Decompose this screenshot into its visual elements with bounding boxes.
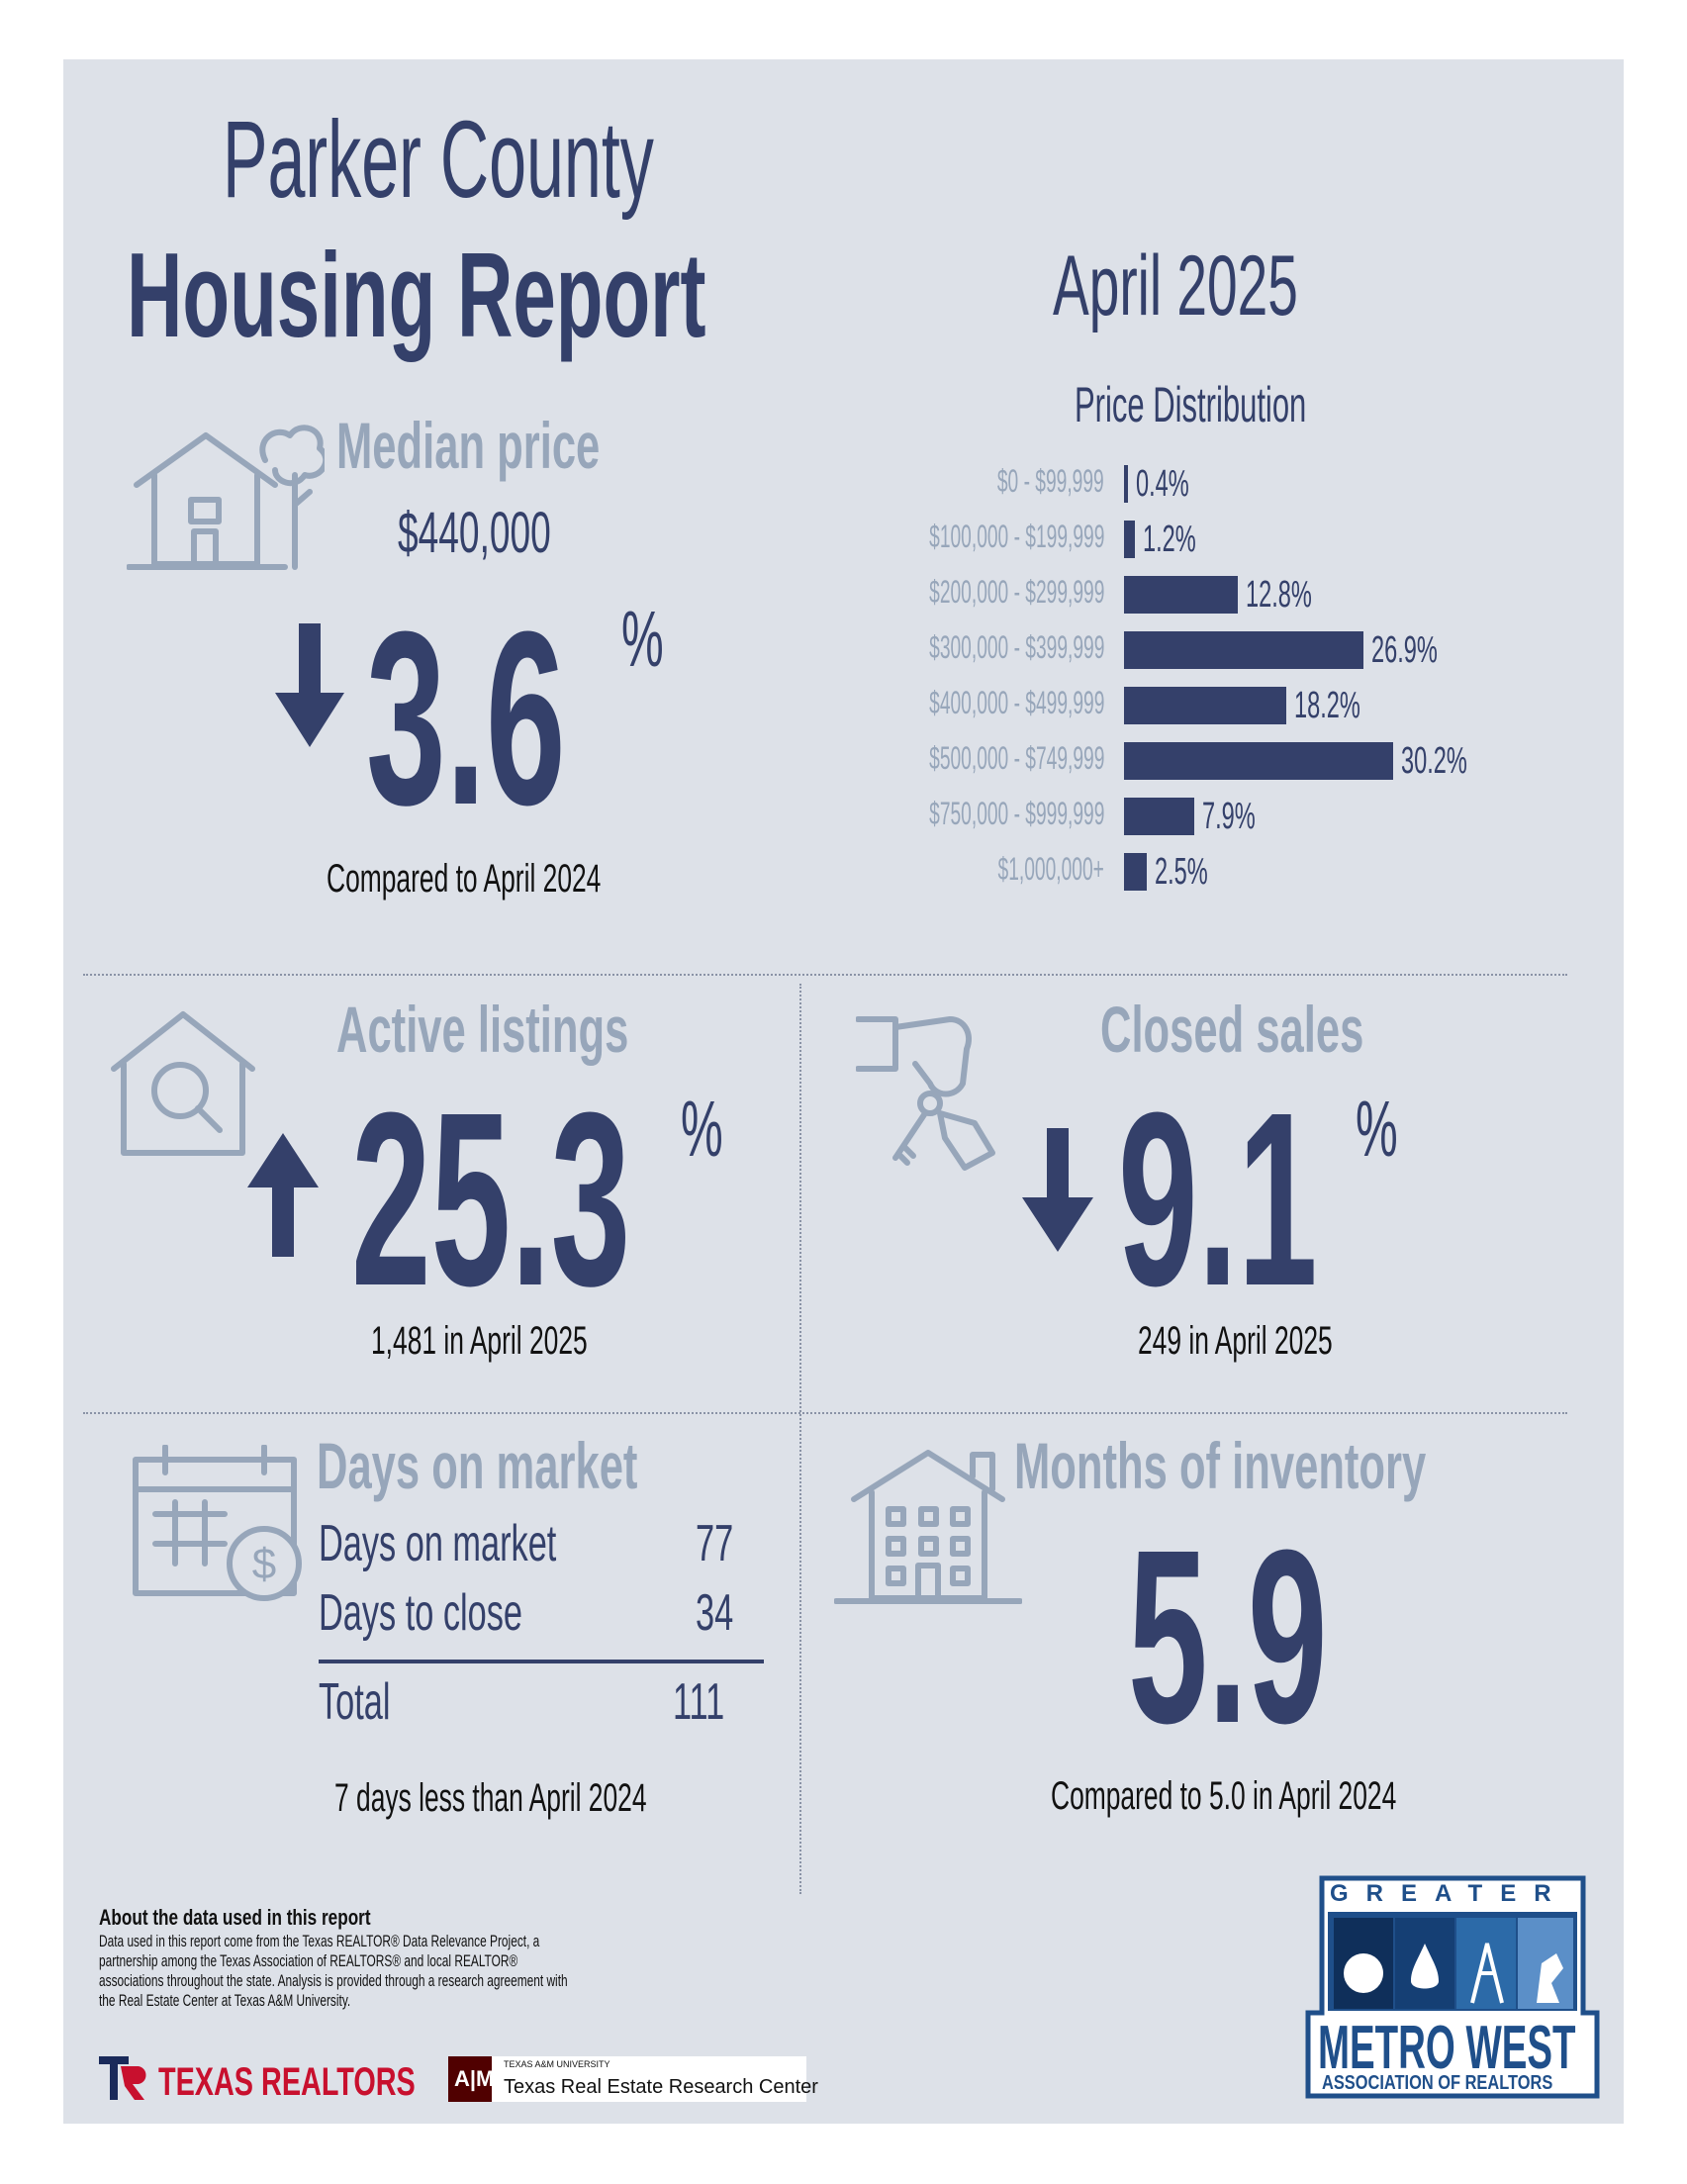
- up-arrow-icon: [247, 1133, 319, 1257]
- svg-text:$: $: [252, 1540, 276, 1588]
- dom-row-value-1: 34: [696, 1584, 734, 1642]
- report-period: April 2025: [1053, 238, 1298, 333]
- price-bin-label: $750,000 - $999,999: [928, 796, 1104, 831]
- days-on-market-caption: 7 days less than April 2024: [334, 1776, 647, 1820]
- closed-sales-change: 9.1: [1118, 1061, 1318, 1337]
- price-bin-value: 12.8%: [1246, 574, 1313, 616]
- days-on-market-label: Days on market: [317, 1429, 638, 1502]
- dom-row-label-0: Days on market: [319, 1515, 557, 1572]
- price-bin-bar: [1124, 465, 1128, 503]
- dom-row-value-0: 77: [696, 1515, 734, 1572]
- price-bin-value: 2.5%: [1154, 851, 1208, 893]
- closed-sales-unit: %: [1356, 1085, 1398, 1173]
- metro-west-badge-icon: [1305, 1875, 1600, 2099]
- price-bin-value: 18.2%: [1293, 685, 1360, 726]
- price-bin-value: 7.9%: [1202, 796, 1256, 837]
- active-listings-label: Active listings: [336, 993, 629, 1066]
- price-bin-label: $0 - $99,999: [997, 463, 1104, 499]
- metro-west-logo: GREATER METRO WEST ASSOCIATION OF REALTO…: [1304, 1874, 1601, 2100]
- price-bin-label: $100,000 - $199,999: [928, 519, 1104, 554]
- calendar-dollar-icon: $: [133, 1445, 302, 1601]
- median-price-change: 3.6: [366, 580, 566, 856]
- closed-sales-label: Closed sales: [1100, 993, 1364, 1066]
- tamu-mark-icon: A|M: [448, 2056, 495, 2102]
- house-search-icon: [111, 1011, 255, 1156]
- tr-mark-icon: [99, 2056, 146, 2100]
- divider-vertical: [799, 984, 801, 1894]
- price-bin-value: 30.2%: [1401, 740, 1467, 782]
- price-bin-value: 26.9%: [1371, 629, 1439, 671]
- price-bin-label: $200,000 - $299,999: [928, 574, 1104, 610]
- tamu-mark-text: A|M: [454, 2066, 495, 2091]
- metro-main-text: METRO WEST: [1318, 2014, 1576, 2082]
- tamu-text: Texas Real Estate Research Center: [504, 2076, 818, 2098]
- median-price-caption: Compared to April 2024: [327, 857, 602, 901]
- price-bin-bar: [1124, 521, 1135, 558]
- report-title: Housing Report: [127, 228, 706, 362]
- price-bin-label: $300,000 - $399,999: [928, 629, 1104, 665]
- tr-logo-text: TEXAS REALTORS: [158, 2060, 416, 2104]
- dom-total-label: Total: [319, 1673, 391, 1731]
- closed-sales-caption: 249 in April 2025: [1138, 1319, 1333, 1363]
- metro-sub-text: ASSOCIATION OF REALTORS: [1322, 2072, 1553, 2094]
- active-listings-caption: 1,481 in April 2025: [371, 1319, 588, 1363]
- active-listings-unit: %: [681, 1085, 723, 1173]
- months-inventory-value: 5.9: [1128, 1498, 1328, 1774]
- hand-keys-icon: [856, 1016, 995, 1171]
- price-distribution-title: Price Distribution: [1075, 377, 1307, 432]
- price-bin-label: $400,000 - $499,999: [928, 685, 1104, 720]
- price-bin-value: 0.4%: [1135, 463, 1189, 505]
- building-icon: [834, 1450, 1022, 1604]
- median-price-label: Median price: [336, 409, 601, 482]
- tamu-small-text: TEXAS A&M UNIVERSITY: [504, 2059, 610, 2069]
- divider-horizontal-1: [83, 974, 1567, 976]
- price-bin-bar: [1124, 576, 1239, 614]
- dom-total-rule: [319, 1660, 764, 1663]
- about-title: About the data used in this report: [99, 1905, 371, 1930]
- dom-row-label-1: Days to close: [319, 1584, 523, 1642]
- house-tree-icon: [127, 425, 325, 570]
- price-bin-label: $1,000,000+: [997, 851, 1104, 887]
- price-bin-bar: [1124, 742, 1393, 780]
- price-bin-bar: [1124, 798, 1195, 835]
- dom-total-value: 111: [673, 1673, 725, 1731]
- price-bin-value: 1.2%: [1142, 519, 1196, 560]
- price-bin-bar: [1124, 687, 1286, 724]
- price-bin-bar: [1124, 631, 1364, 669]
- metro-top-text: GREATER: [1330, 1880, 1569, 1907]
- report-panel: [63, 59, 1624, 2124]
- price-bin-label: $500,000 - $749,999: [928, 740, 1104, 776]
- months-inventory-label: Months of inventory: [1014, 1429, 1427, 1502]
- county-title: Parker County: [223, 99, 654, 221]
- active-listings-change: 25.3: [351, 1061, 631, 1337]
- divider-horizontal-2: [83, 1412, 1567, 1414]
- down-arrow-icon: [1022, 1128, 1093, 1252]
- down-arrow-icon: [275, 623, 344, 747]
- price-bin-bar: [1124, 853, 1147, 891]
- tamu-logo: A|M TEXAS A&M UNIVERSITY Texas Real Esta…: [448, 2056, 818, 2102]
- about-text: Data used in this report come from the T…: [99, 1932, 568, 2010]
- median-price-unit: %: [621, 595, 664, 683]
- months-inventory-caption: Compared to 5.0 in April 2024: [1051, 1774, 1397, 1818]
- median-price-value: $440,000: [398, 501, 551, 565]
